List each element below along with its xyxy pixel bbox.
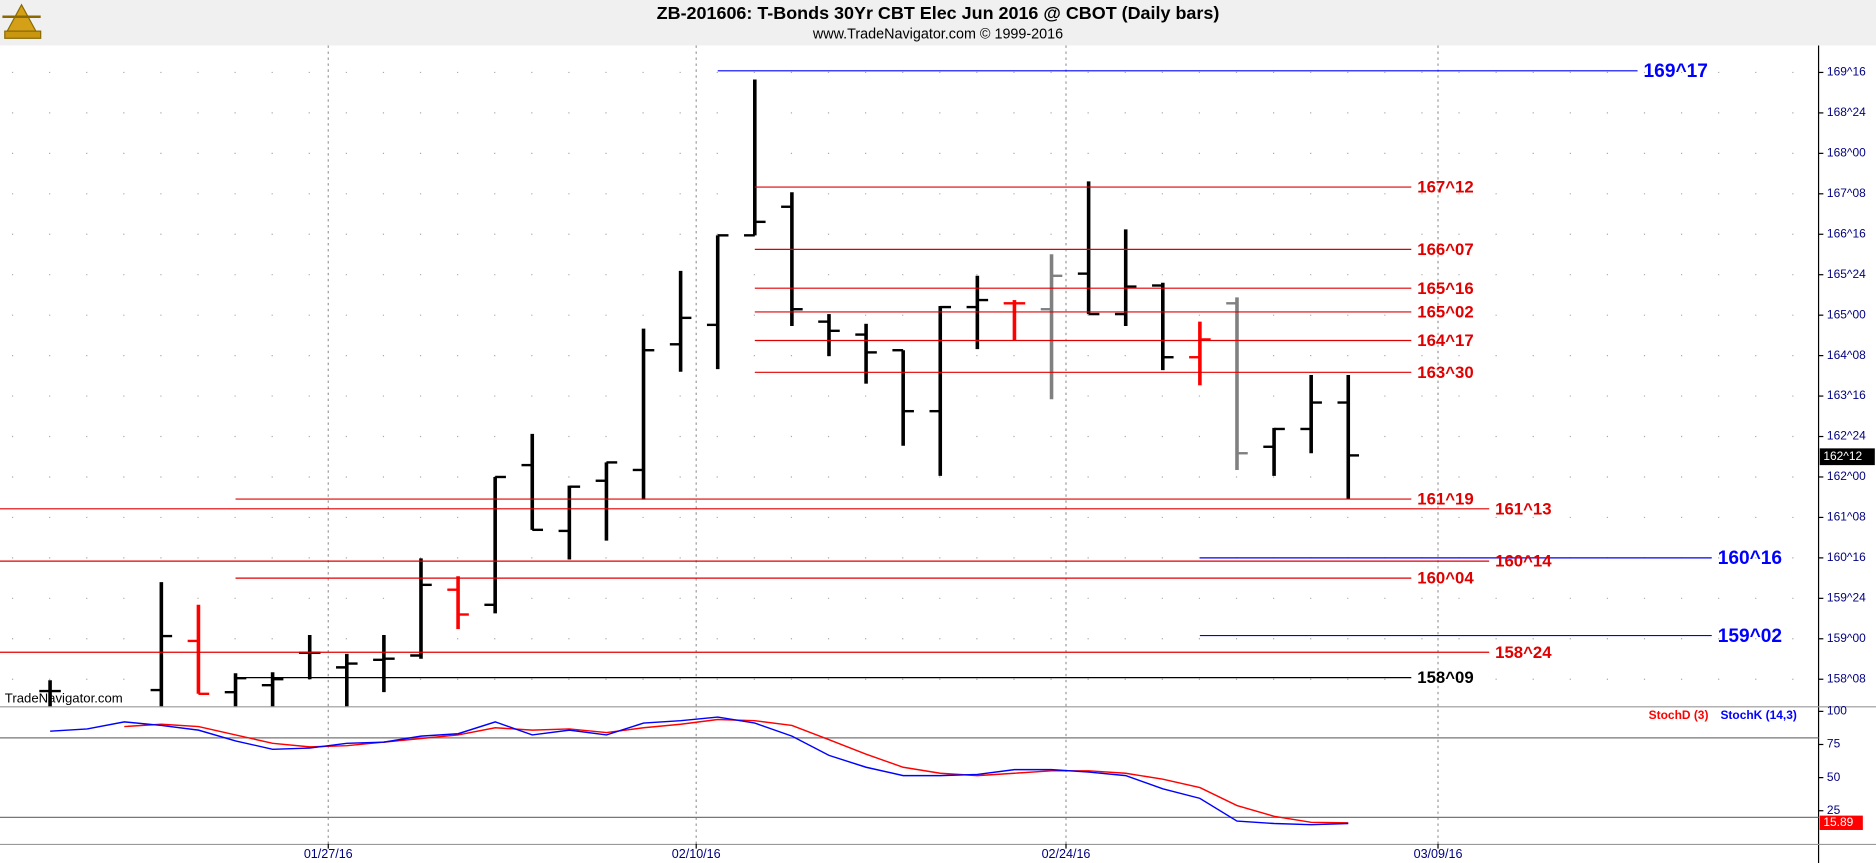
y-tick-label: 163^16 — [1827, 388, 1866, 402]
level-label: 160^16 — [1718, 548, 1782, 569]
y-tick-label: 169^16 — [1827, 65, 1866, 79]
header — [0, 0, 1876, 46]
level-label: 165^16 — [1417, 279, 1473, 298]
level-label: 164^17 — [1417, 331, 1473, 350]
y-tick-label: 75 — [1827, 737, 1841, 751]
y-tick-label: 165^24 — [1827, 267, 1866, 281]
y-tick-label: 158^08 — [1827, 671, 1866, 685]
level-label: 158^09 — [1417, 668, 1473, 687]
y-tick-label: 164^08 — [1827, 348, 1866, 362]
last-price-label: 162^12 — [1823, 449, 1862, 463]
chart-subtitle: www.TradeNavigator.com © 1999-2016 — [812, 27, 1063, 43]
y-tick-label: 168^24 — [1827, 105, 1866, 119]
level-label: 167^12 — [1417, 178, 1473, 197]
level-label: 161^19 — [1417, 490, 1473, 509]
y-tick-label: 50 — [1827, 770, 1841, 784]
y-tick-label: 162^00 — [1827, 469, 1866, 483]
level-label: 169^17 — [1644, 61, 1708, 82]
value-tag — [1819, 815, 1863, 830]
y-tick-label: 166^16 — [1827, 226, 1866, 240]
chart-title: ZB-201606: T-Bonds 30Yr CBT Elec Jun 201… — [657, 3, 1220, 23]
legend-entry: StochK (14,3) — [1720, 708, 1796, 722]
level-label: 161^13 — [1495, 499, 1551, 518]
x-tick-label: 01/27/16 — [304, 847, 353, 861]
y-tick-label: 25 — [1827, 803, 1841, 817]
logo — [2, 3, 42, 39]
level-label: 160^14 — [1495, 552, 1552, 571]
level-label: 166^07 — [1417, 240, 1473, 259]
y-tick-label: 160^16 — [1827, 550, 1866, 564]
legend-entry: StochD (3) — [1649, 708, 1709, 722]
y-tick-label: 159^00 — [1827, 631, 1866, 645]
watermark: TradeNavigator.com — [5, 690, 123, 705]
y-tick-label: 165^00 — [1827, 307, 1866, 321]
y-tick-label: 167^08 — [1827, 186, 1866, 200]
y-tick-label: 162^24 — [1827, 429, 1866, 443]
value-label: 15.89 — [1823, 815, 1853, 829]
stoch-line — [50, 716, 1349, 826]
plot-background — [0, 45, 1876, 863]
y-tick-label: 161^08 — [1827, 510, 1866, 524]
x-tick-label: 02/10/16 — [672, 847, 721, 861]
y-tick-label: 168^00 — [1827, 146, 1866, 160]
level-label: 163^30 — [1417, 363, 1473, 382]
level-label: 165^02 — [1417, 303, 1473, 322]
y-tick-label: 159^24 — [1827, 590, 1866, 604]
level-label: 159^02 — [1718, 626, 1782, 647]
x-tick-label: 03/09/16 — [1414, 847, 1463, 861]
x-tick-label: 02/24/16 — [1042, 847, 1091, 861]
last-price-tag — [1819, 448, 1875, 466]
level-label: 160^04 — [1417, 569, 1474, 588]
y-tick-label: 100 — [1827, 704, 1847, 718]
level-label: 158^24 — [1495, 643, 1552, 662]
